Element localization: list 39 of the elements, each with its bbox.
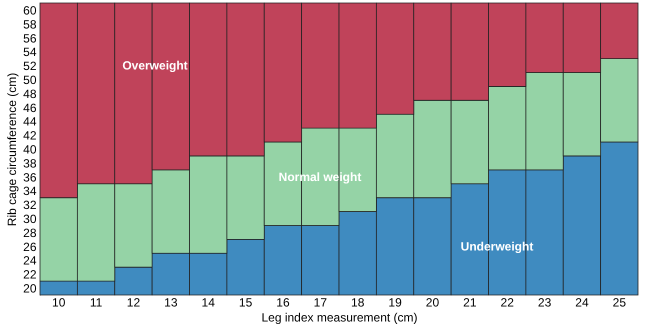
y-tick-label: 24 (23, 254, 37, 268)
y-tick-label: 50 (23, 72, 37, 87)
x-axis-title: Leg index measurement (cm) (261, 310, 418, 324)
y-tick-label: 26 (23, 240, 37, 254)
x-tick-label: 22 (500, 296, 514, 310)
x-tick-label: 11 (90, 296, 103, 310)
x-tick-label: 20 (426, 296, 440, 310)
x-tick-label: 19 (388, 296, 402, 310)
y-tick-label: 54 (23, 45, 37, 60)
y-tick-label: 48 (23, 86, 37, 101)
x-tick-label: 24 (575, 296, 589, 310)
y-tick-label: 28 (23, 226, 37, 240)
x-tick-label: 21 (463, 296, 477, 310)
y-tick-label: 32 (23, 198, 37, 212)
x-tick-label: 15 (238, 296, 253, 310)
x-tick-label: 14 (202, 296, 216, 310)
x-tick-label: 16 (276, 296, 290, 310)
x-tick-label: 13 (164, 296, 178, 310)
y-tick-label: 44 (23, 114, 37, 129)
y-tick-label: 34 (23, 184, 37, 198)
y-axis-title: Rib cage circumference (cm) (5, 72, 20, 226)
y-tick-label: 20 (23, 282, 37, 296)
x-tick-label: 17 (314, 296, 328, 310)
y-tick-label: 56 (23, 31, 37, 46)
x-tick-label: 12 (126, 296, 140, 310)
x-tick-label: 25 (612, 296, 626, 310)
y-tick-label: 60 (23, 3, 37, 18)
y-tick-label: 36 (23, 170, 37, 184)
y-tick-label: 52 (23, 59, 37, 74)
y-tick-label: 40 (23, 142, 37, 156)
y-tick-label: 46 (23, 100, 37, 115)
x-tick-label: 10 (52, 296, 66, 310)
x-tick-label: 23 (538, 296, 552, 310)
x-tick-label: 18 (351, 296, 365, 310)
y-tick-label: 30 (23, 212, 37, 226)
y-tick-label: 42 (23, 128, 37, 143)
y-tick-label: 58 (23, 17, 37, 32)
y-tick-label: 38 (23, 156, 37, 170)
y-tick-label: 22 (23, 268, 37, 282)
